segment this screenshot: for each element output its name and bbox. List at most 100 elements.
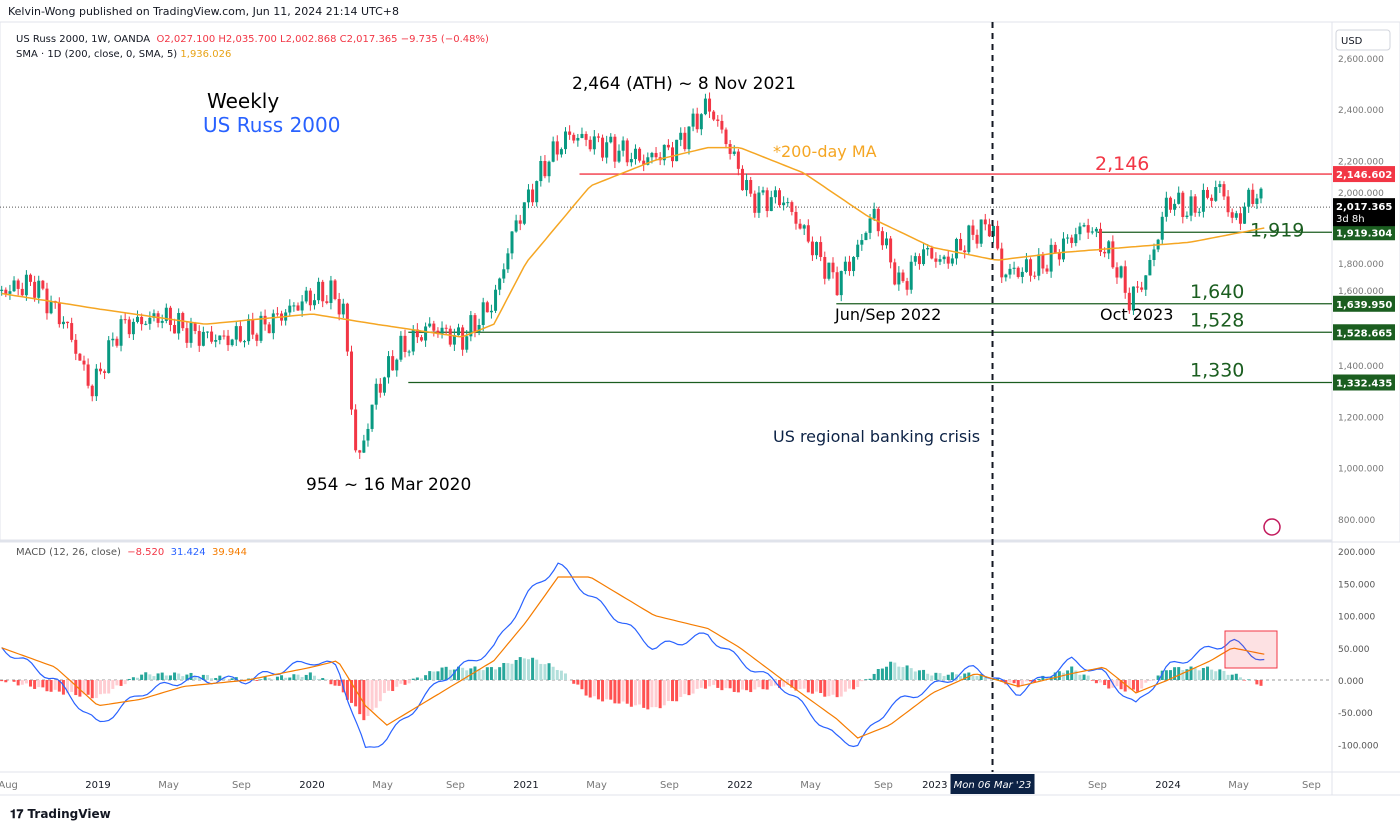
- candle-body: [1164, 197, 1168, 217]
- macd-histogram-bar: [691, 680, 695, 694]
- tradingview-logo[interactable]: 𝟏𝟕 TradingView: [10, 807, 111, 822]
- candle-body: [889, 238, 893, 263]
- currency-button[interactable]: [1335, 29, 1391, 51]
- candle-body: [621, 140, 625, 151]
- macd-histogram-bar: [946, 674, 950, 680]
- level-axis-tag: [1333, 224, 1395, 241]
- macd-histogram-bar: [1131, 680, 1135, 690]
- candle-body: [205, 331, 209, 333]
- candle-body: [885, 238, 889, 246]
- candle-body: [251, 318, 255, 335]
- candle-body: [901, 272, 905, 282]
- candle-body: [1193, 196, 1197, 213]
- macd-histogram-bar: [1136, 680, 1140, 692]
- macd-histogram-bar: [996, 678, 1000, 680]
- macd-histogram-bar: [1012, 680, 1016, 684]
- candle-body: [358, 450, 362, 453]
- time-tick-label: May: [586, 780, 607, 791]
- candle-body: [926, 247, 930, 250]
- candle-body: [498, 278, 502, 290]
- macd-histogram-bar: [90, 680, 94, 699]
- macd-histogram-bar: [308, 672, 312, 680]
- macd-histogram-bar: [506, 663, 510, 680]
- macd-histogram-bar: [1057, 671, 1061, 680]
- candle-body: [469, 315, 473, 337]
- macd-histogram-bar: [1099, 680, 1103, 683]
- signal-line: [1, 576, 1265, 739]
- currency-label: USD: [1341, 36, 1363, 47]
- time-tick-label: May: [158, 780, 179, 791]
- chart-subtitle: US Russ 2000: [203, 113, 340, 137]
- macd-histogram-bar: [378, 680, 382, 702]
- macd-histogram-bar: [218, 675, 222, 680]
- candle-body: [8, 291, 12, 294]
- macd-histogram-bar: [214, 678, 218, 680]
- price-tick-label: 1,000.000: [1338, 465, 1384, 475]
- macd-histogram-bar: [395, 680, 399, 687]
- macd-histogram-bar: [1074, 670, 1078, 680]
- candle-body: [424, 326, 428, 341]
- candle-body: [987, 224, 991, 237]
- candle-body: [234, 326, 238, 340]
- macd-histogram-bar: [856, 680, 860, 687]
- candle-body: [16, 280, 20, 289]
- macd-histogram-bar: [753, 680, 757, 690]
- macd-histogram-bar: [411, 678, 415, 680]
- candle-body: [996, 225, 1000, 249]
- highlight-box: [1224, 630, 1278, 669]
- lightning-icon[interactable]: [1263, 518, 1281, 536]
- candle-body: [461, 327, 465, 350]
- candle-body: [103, 371, 107, 373]
- macd-histogram-bar: [1123, 680, 1127, 692]
- candle-body: [1012, 267, 1016, 269]
- macd-histogram-bar: [189, 672, 193, 680]
- candle-body: [428, 323, 432, 327]
- macd-tick-label: -100.000: [1338, 741, 1379, 751]
- candle-body: [942, 256, 946, 260]
- candle-body: [1041, 254, 1045, 269]
- candle-body: [255, 334, 259, 341]
- candle-body: [551, 141, 555, 162]
- macd-histogram-bar: [255, 680, 259, 681]
- candle-body: [872, 208, 876, 219]
- level-axis-tag: [1333, 324, 1395, 341]
- candle-body: [440, 327, 444, 335]
- candle-body: [564, 131, 568, 150]
- macd-histogram-bar: [617, 680, 621, 704]
- candle-body: [675, 139, 679, 162]
- candle-body: [395, 359, 399, 371]
- candle-body: [78, 353, 82, 361]
- candle-body: [321, 281, 325, 302]
- macd-histogram-bar: [876, 669, 880, 680]
- macd-histogram-bar: [140, 674, 144, 680]
- time-tick-label: May: [372, 780, 393, 791]
- candle-body: [177, 313, 181, 334]
- macd-histogram-bar: [481, 670, 485, 680]
- candle-body: [140, 316, 144, 325]
- macd-histogram-bar: [596, 680, 600, 700]
- macd-histogram-bar: [1201, 668, 1205, 680]
- candle-body: [329, 280, 333, 303]
- candle-body: [308, 290, 312, 306]
- macd-histogram-bar: [1189, 666, 1193, 680]
- candle-body: [555, 141, 559, 155]
- candle-body: [107, 340, 111, 373]
- macd-histogram-bar: [473, 666, 477, 680]
- candle-body: [650, 152, 654, 158]
- macd-histogram-bar: [304, 674, 308, 680]
- macd-histogram-bar: [66, 680, 70, 694]
- candle-body: [568, 131, 572, 135]
- macd-histogram-bar: [1214, 671, 1218, 680]
- macd-histogram-bar: [905, 665, 909, 680]
- candle-body: [1197, 211, 1201, 213]
- candle-body: [4, 289, 8, 294]
- time-tick-label: 2024: [1155, 780, 1180, 791]
- candle-body: [815, 242, 819, 256]
- macd-histogram-bar: [609, 680, 613, 700]
- candle-body: [407, 351, 411, 353]
- macd-histogram-bar: [712, 680, 716, 685]
- candle-body: [613, 136, 617, 162]
- macd-tick-label: 0.000: [1338, 677, 1364, 687]
